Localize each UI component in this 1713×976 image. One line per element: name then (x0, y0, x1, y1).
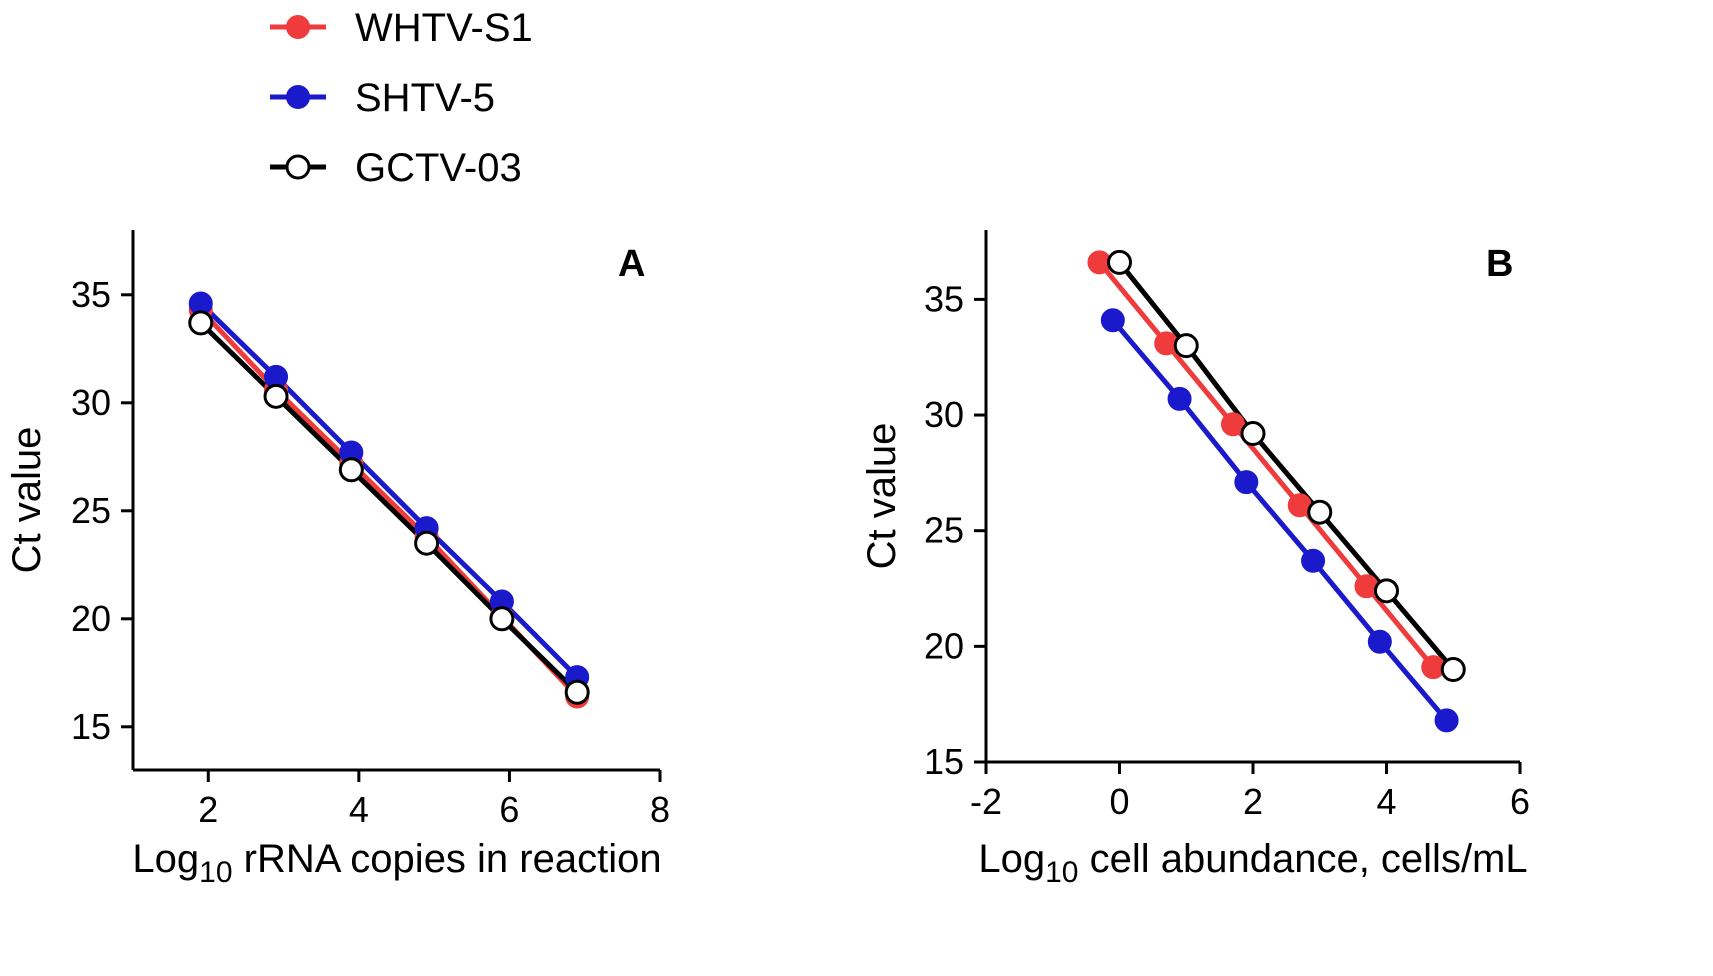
panel-a-y-tick-label-20: 20 (71, 598, 111, 639)
panel-a-point-gctv-03-5 (564, 679, 590, 705)
legend-entry-gctv-03: GCTV-03 (270, 146, 522, 190)
panel-a-series-line-shtv-5 (199, 301, 579, 679)
panel-a-point-gctv-03-2 (338, 457, 364, 483)
panel-a-point-gctv-03-1 (263, 383, 289, 409)
panel-b-series-line-whtv-s1 (1097, 260, 1436, 669)
panel-b-point-gctv-03-1 (1173, 333, 1199, 359)
panel-a-series-line-gctv-03 (199, 321, 579, 695)
panel-a-y-axis-title: Ct value (5, 427, 49, 574)
legend-entry-shtv-5: SHTV-5 (270, 76, 495, 120)
panel-b-y-axis-title: Ct value (860, 423, 904, 570)
panel-b-y-tick-label-35: 35 (924, 278, 964, 319)
panel-b-x-tick-label-0: 0 (1109, 781, 1129, 822)
panel-b-point-shtv-5-0 (1100, 308, 1125, 333)
panel-b-point-whtv-s1-4 (1354, 574, 1379, 599)
panel-a-x-tick-label-8: 8 (650, 789, 670, 830)
panel-b-series-line-gctv-03 (1117, 260, 1456, 672)
panel-b-point-shtv-5-1 (1167, 386, 1192, 411)
panel-b-point-gctv-03-0 (1107, 249, 1132, 275)
panel-b-point-whtv-s1-5 (1421, 655, 1446, 680)
panel-b-y-tick-label-30: 30 (924, 394, 964, 435)
panel-b-point-gctv-03-4 (1374, 578, 1399, 604)
panel-b-point-whtv-s1-1 (1154, 331, 1179, 356)
panel-a-point-gctv-03-0 (188, 310, 214, 336)
panel-a-point-gctv-03-4 (489, 606, 515, 632)
panel-b-point-shtv-5-4 (1367, 629, 1392, 654)
panel-b-x-tick-label-6: 6 (1510, 781, 1530, 822)
legend-marker-shtv-5 (286, 85, 310, 109)
panel-b-x-axis-title: Log10 cell abundance, cells/mL (978, 837, 1527, 889)
panel-a-y-tick-label-30: 30 (71, 382, 111, 423)
panel-a-y-tick-label-25: 25 (71, 490, 111, 531)
panel-b-label: B (1486, 243, 1513, 285)
panel-b-point-gctv-03-2 (1240, 421, 1266, 447)
panel-b-x-tick-label-2: 2 (1243, 781, 1263, 822)
panel-b-y-tick-label-20: 20 (924, 625, 964, 666)
legend-label-whtv-s1: WHTV-S1 (355, 6, 533, 50)
panel-b-point-whtv-s1-2 (1220, 412, 1245, 437)
panel-a-y-tick-label-35: 35 (71, 274, 111, 315)
legend-label-gctv-03: GCTV-03 (355, 146, 522, 190)
legend-label-shtv-5: SHTV-5 (355, 76, 495, 120)
legend-marker-gctv-03 (285, 154, 311, 180)
panel-a-y-tick-label-15: 15 (71, 706, 111, 747)
panel-a-label: A (618, 243, 645, 285)
panel-a-x-axis-title: Log10 rRNA copies in reaction (132, 837, 661, 889)
panel-a: 15 20 25 30 35 2 4 6 8 A Ct value Log10 rRNA copies… (5, 230, 670, 889)
panel-b-point-shtv-5-2 (1234, 470, 1259, 495)
panel-b-y-tick-label-25: 25 (924, 510, 964, 551)
panel-b-point-shtv-5-5 (1434, 708, 1459, 733)
panel-b-y-tick-label-15: 15 (924, 741, 964, 782)
legend-marker-whtv-s1 (286, 15, 310, 39)
panel-b-series-line-shtv-5 (1110, 318, 1449, 722)
panel-b-point-shtv-5-3 (1301, 548, 1326, 573)
panel-b-point-gctv-03-5 (1440, 656, 1466, 682)
panel-b-x-tick-label-4: 4 (1376, 781, 1396, 822)
legend: WHTV-S1 SHTV-5 GCTV-03 (270, 6, 533, 190)
panel-a-x-tick-label-2: 2 (198, 789, 218, 830)
panel-b-x-tick-label-2: -2 (970, 781, 1002, 822)
panel-b-point-gctv-03-3 (1307, 499, 1333, 525)
legend-entry-whtv-s1: WHTV-S1 (270, 6, 533, 50)
panel-a-x-tick-label-4: 4 (349, 789, 369, 830)
panel-a-point-gctv-03-3 (414, 530, 440, 556)
panel-a-x-tick-label-6: 6 (499, 789, 519, 830)
panel-b: 15 20 25 30 35 -2 0 2 4 6 B Ct value Log10 cell abun… (860, 230, 1530, 889)
